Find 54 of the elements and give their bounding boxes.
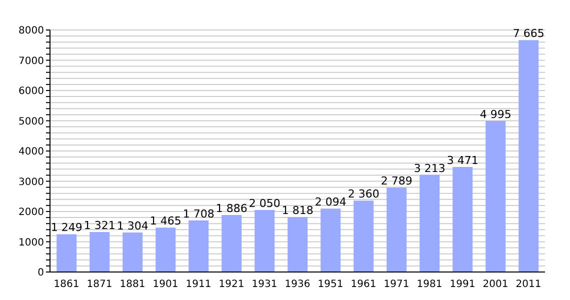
data-label: 1 465 [150,214,182,228]
bar [56,234,77,272]
x-tick-label: 1981 [416,279,442,290]
y-tick-label: 1000 [18,237,44,248]
data-label: 4 995 [480,108,512,121]
y-tick-label: 8000 [18,26,44,37]
bar [254,210,275,272]
bar [156,228,176,272]
x-tick-label: 2001 [482,279,508,290]
data-label: 2 050 [248,196,280,210]
bar [486,120,506,272]
x-tick-label: 1881 [120,279,146,290]
x-tick-label: 1936 [284,279,310,290]
bar [288,217,308,272]
bar [420,174,440,272]
y-tick-label: 3000 [18,176,44,188]
data-label: 2 360 [348,188,380,201]
data-label: 1 886 [216,202,248,215]
data-label: 7 665 [512,27,544,40]
data-label: 3 213 [414,162,446,175]
x-tick-label: 1871 [86,279,112,290]
bar [354,200,374,272]
bar [320,208,341,272]
y-tick-label: 4000 [18,146,44,158]
bar [518,40,539,272]
y-tick-label: 6000 [18,86,44,98]
data-label: 2 094 [314,196,346,209]
bar [452,167,473,272]
bar [386,188,407,272]
y-tick-label: 0 [38,268,44,279]
y-tick-label: 2000 [18,207,44,218]
x-tick-label: 1911 [186,279,212,290]
x-tick-label: 2011 [516,279,542,290]
data-label: 1 304 [116,220,148,233]
x-tick-label: 1961 [350,279,376,290]
bar [222,214,242,272]
x-tick-label: 1991 [450,279,476,290]
x-tick-label: 1921 [218,279,244,290]
data-label: 1 708 [182,207,214,220]
bar [90,232,110,272]
x-tick-label: 1931 [252,279,278,290]
x-tick-label: 1901 [152,279,178,290]
data-label: 1 249 [50,221,82,234]
data-label: 1 321 [84,219,116,232]
bar [122,232,143,272]
data-label: 2 789 [380,174,412,188]
x-tick-label: 1951 [318,279,344,290]
y-tick-label: 7000 [18,56,44,67]
x-tick-label: 1971 [384,279,410,290]
bar [188,220,209,272]
y-tick-label: 5000 [18,116,44,128]
data-label: 3 471 [446,154,478,167]
x-tick-label: 1861 [54,279,80,290]
data-label: 1 818 [282,204,314,218]
